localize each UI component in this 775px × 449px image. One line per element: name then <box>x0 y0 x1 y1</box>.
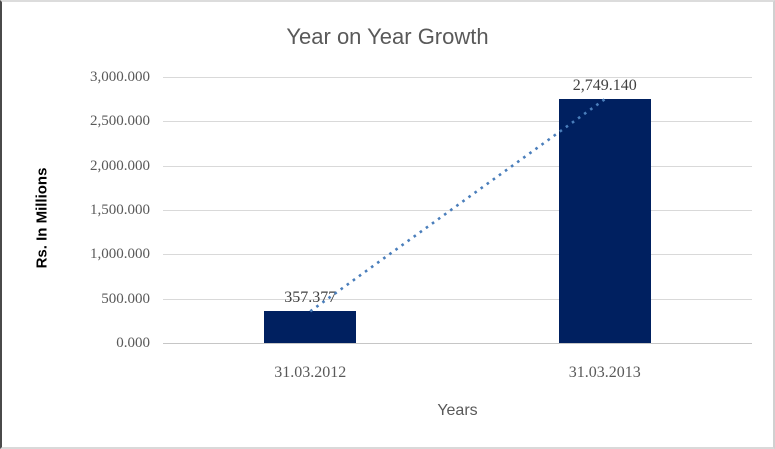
gridline <box>163 77 752 78</box>
bar-data-label: 357.377 <box>284 289 337 307</box>
x-tick-label: 31.03.2013 <box>568 364 641 381</box>
y-tick-label: 500.000 <box>101 290 150 307</box>
x-axis-title: Years <box>437 402 478 419</box>
y-tick-label: 2,000.000 <box>90 157 150 174</box>
bar-data-label: 2,749.140 <box>572 77 637 95</box>
y-tick-label: 0.000 <box>116 335 150 351</box>
chart-title: Year on Year Growth <box>286 24 489 49</box>
x-tick-label: 31.03.2012 <box>274 364 347 381</box>
gridline <box>163 210 752 211</box>
gridline <box>163 165 752 167</box>
plot-area: 357.377 2,749.140 <box>163 77 752 344</box>
bar-31.03.2013 <box>558 99 651 343</box>
bar-31.03.2012 <box>264 311 357 343</box>
y-tick-label: 3,000.000 <box>90 69 150 85</box>
y-tick-label: 1,500.000 <box>90 202 150 218</box>
y-tick-label: 2,500.000 <box>90 113 150 130</box>
y-tick-label: 1,000.000 <box>90 246 150 263</box>
gridline <box>163 121 752 123</box>
gridline <box>163 254 752 256</box>
